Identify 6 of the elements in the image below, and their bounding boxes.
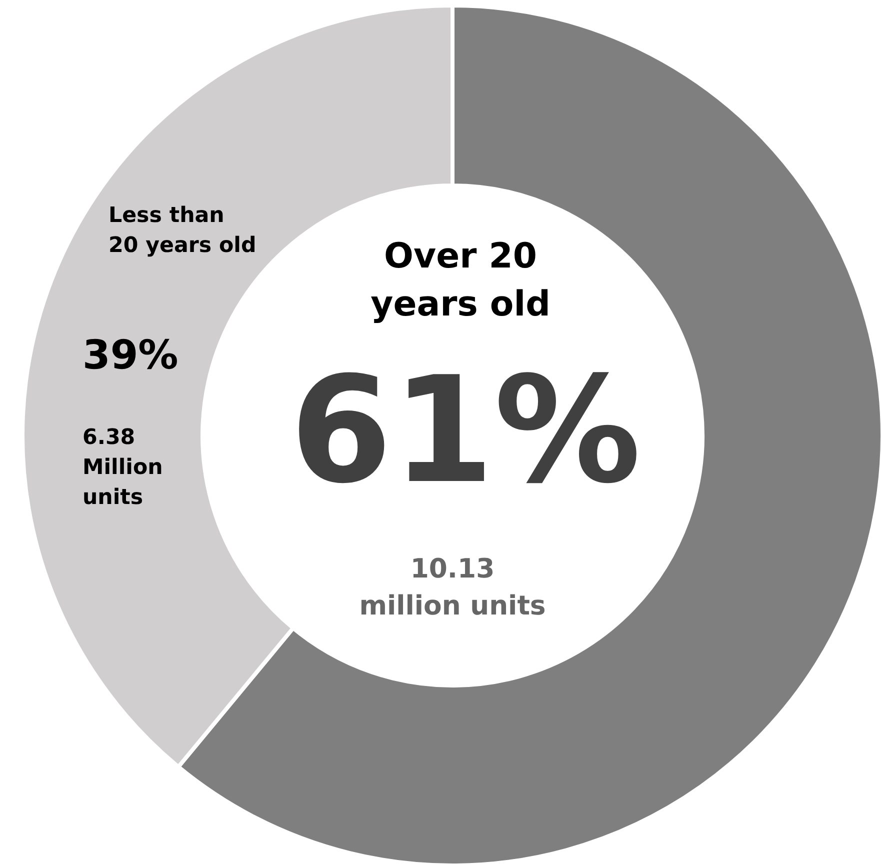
text: 10.13 million units [359,553,546,622]
data-label: 61% [290,345,642,516]
text: 6.38 Million units [82,425,163,510]
slice-label: Less than 20 years old [108,203,256,258]
data-label: 39% [82,332,178,378]
slice-label: Over 20 years old [370,236,550,324]
